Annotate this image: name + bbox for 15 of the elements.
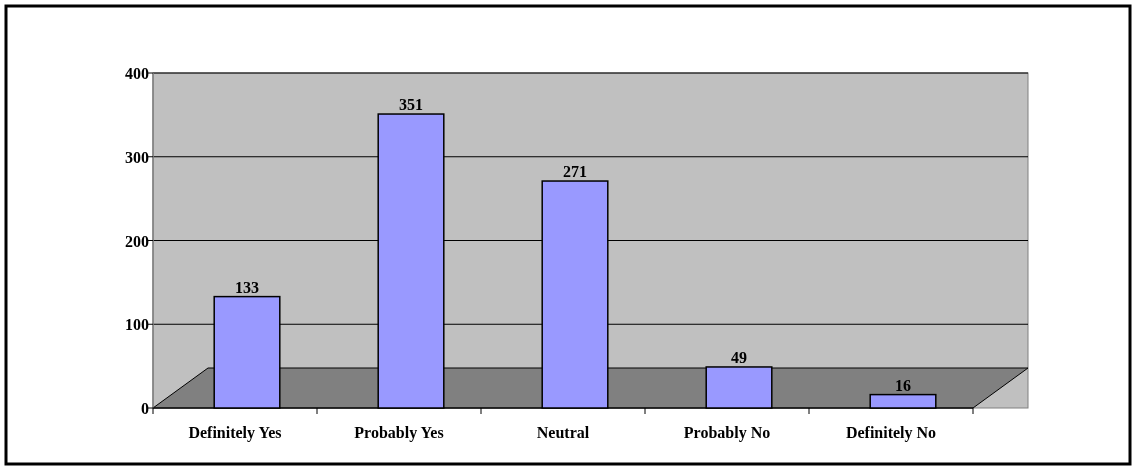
x-tick-label: Neutral	[536, 424, 590, 441]
y-tick-label: 300	[125, 148, 149, 166]
x-tick-label: Definitely No	[845, 424, 937, 442]
data-label: 16	[895, 376, 911, 394]
data-label: 271	[563, 163, 587, 181]
y-tick-label: 400	[125, 65, 149, 82]
x-tick-label: Probably Yes	[354, 424, 444, 442]
data-label: 133	[235, 278, 259, 296]
x-tick-label: Definitely Yes	[188, 424, 282, 442]
y-tick-label: 200	[125, 232, 149, 250]
x-tick-label: Probably No	[683, 424, 771, 442]
data-label: 49	[731, 348, 747, 366]
data-label: 351	[399, 96, 423, 114]
y-tick-label: 0	[141, 400, 149, 417]
y-tick-label: 100	[125, 316, 149, 334]
